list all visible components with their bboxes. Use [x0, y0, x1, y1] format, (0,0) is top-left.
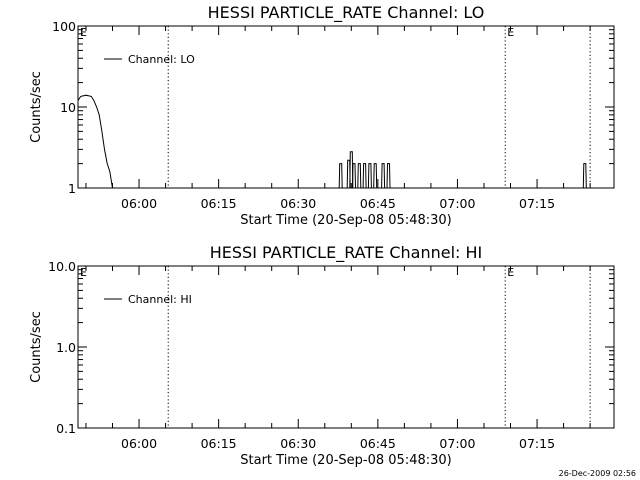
series-spike: [381, 163, 386, 189]
x-tick-label: 07:15: [519, 436, 555, 451]
series-spike: [582, 163, 587, 189]
y-tick-label: 10: [60, 100, 76, 115]
series-line: [77, 94, 113, 189]
x-tick-label: 07:00: [439, 436, 475, 451]
x-tick-label: 07:15: [519, 196, 555, 211]
x-tick-label: 06:00: [121, 436, 157, 451]
series-spike: [357, 163, 362, 189]
plot-frame: [77, 265, 615, 429]
chart-panel-1: HESSI PARTICLE_RATE Channel: LO Start Tim…: [29, 3, 615, 228]
legend-label: Channel: HI: [128, 293, 192, 306]
plot-frame: [77, 25, 615, 189]
x-tick-label: 06:30: [280, 196, 316, 211]
x-tick-label: 06:30: [280, 436, 316, 451]
event-label: E: [507, 266, 514, 279]
series-spike: [352, 163, 356, 189]
x-tick-label: 06:15: [201, 196, 237, 211]
x-tick-label: 06:00: [121, 196, 157, 211]
x-axis-label: Start Time (20-Sep-08 05:48:30): [240, 213, 451, 228]
y-axis-label: Counts/sec: [29, 311, 44, 383]
left-marker-label: E: [80, 266, 87, 279]
chart-panel-2: HESSI PARTICLE_RATE Channel: HI Start Tim…: [29, 243, 615, 468]
series-spike: [362, 163, 367, 189]
chart-title: HESSI PARTICLE_RATE Channel: HI: [210, 243, 483, 263]
y-tick-label: 10.0: [48, 259, 76, 274]
x-tick-label: 07:00: [439, 196, 475, 211]
x-tick-label: 06:45: [360, 196, 396, 211]
y-tick-label: 0.1: [56, 421, 76, 436]
series-spike: [338, 163, 343, 189]
series-spike: [367, 163, 372, 189]
series-spike: [373, 163, 378, 189]
y-tick-label: 100: [52, 19, 76, 34]
y-tick-label: 1: [68, 181, 76, 196]
y-tick-label: 1.0: [56, 340, 76, 355]
x-axis-label: Start Time (20-Sep-08 05:48:30): [240, 453, 451, 468]
x-tick-label: 06:15: [201, 436, 237, 451]
series-spike: [386, 163, 391, 189]
left-marker-label: E: [80, 26, 87, 39]
footer-timestamp: 26-Dec-2009 02:56: [559, 469, 636, 478]
event-label: E: [507, 26, 514, 39]
x-tick-label: 06:45: [360, 436, 396, 451]
legend-label: Channel: LO: [128, 53, 195, 66]
y-axis-label: Counts/sec: [29, 71, 44, 143]
chart-title: HESSI PARTICLE_RATE Channel: LO: [208, 3, 485, 23]
